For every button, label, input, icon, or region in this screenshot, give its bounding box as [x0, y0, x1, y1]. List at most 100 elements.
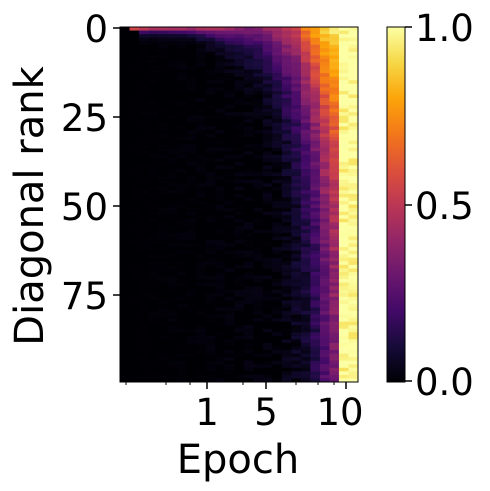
heatmap-cell: [234, 183, 245, 188]
heatmap-cell: [262, 126, 273, 131]
heatmap-cell: [186, 193, 197, 198]
heatmap-cell: [348, 350, 359, 354]
heatmap-cell: [319, 229, 330, 234]
heatmap-cell: [329, 183, 340, 188]
heatmap-cell: [177, 83, 188, 88]
heatmap-cell: [139, 147, 149, 152]
heatmap-cell: [120, 247, 130, 252]
heatmap-cell: [272, 339, 283, 344]
heatmap-cell: [234, 378, 245, 383]
heatmap-cell: [338, 101, 349, 106]
heatmap-cell: [158, 236, 168, 241]
heatmap-cell: [262, 353, 273, 358]
heatmap-cell: [148, 186, 159, 191]
heatmap-cell: [139, 318, 149, 323]
heatmap-cell: [253, 335, 264, 340]
heatmap-cell: [186, 34, 197, 39]
heatmap-cell: [348, 293, 359, 298]
heatmap-cell: [243, 311, 254, 315]
heatmap-cell: [272, 34, 283, 39]
heatmap-cell: [253, 80, 264, 85]
heatmap-cell: [348, 37, 359, 42]
heatmap-cell: [205, 55, 216, 60]
heatmap-cell: [234, 314, 245, 319]
heatmap-cell: [300, 208, 311, 212]
heatmap-cell: [186, 112, 197, 117]
heatmap-cell: [338, 112, 349, 117]
heatmap-cell: [139, 367, 149, 372]
heatmap-cell: [300, 282, 311, 287]
heatmap-cell: [224, 364, 235, 369]
heatmap-cell: [348, 108, 359, 113]
heatmap-cell: [338, 296, 349, 301]
heatmap-cell: [129, 197, 140, 202]
heatmap-cell: [186, 80, 197, 85]
heatmap-cell: [120, 321, 130, 326]
heatmap-cell: [234, 169, 245, 173]
heatmap-cell: [129, 367, 140, 372]
heatmap-cell: [177, 328, 188, 333]
heatmap-cell: [158, 190, 168, 195]
heatmap-cell: [338, 94, 349, 99]
heatmap-cell: [158, 378, 168, 383]
heatmap-cell: [120, 69, 130, 74]
heatmap-cell: [243, 318, 254, 323]
heatmap-cell: [281, 275, 292, 280]
heatmap-cell: [291, 69, 302, 74]
heatmap-cell: [319, 179, 330, 184]
heatmap-cell: [158, 73, 168, 78]
heatmap-cell: [215, 30, 226, 35]
heatmap-cell: [129, 34, 140, 39]
heatmap-cell: [224, 76, 235, 81]
heatmap-cell: [329, 229, 340, 234]
heatmap-cell: [291, 129, 302, 134]
heatmap-cell: [148, 200, 159, 205]
heatmap-cell: [120, 66, 130, 70]
heatmap-cell: [139, 332, 149, 337]
heatmap-cell: [148, 58, 159, 63]
heatmap-cell: [291, 183, 302, 188]
heatmap-cell: [300, 112, 311, 117]
heatmap-cell: [167, 161, 178, 166]
heatmap-cell: [139, 218, 149, 223]
heatmap-cell: [167, 190, 178, 195]
heatmap-cell: [310, 179, 321, 184]
heatmap-cell: [319, 147, 330, 152]
heatmap-cell: [243, 225, 254, 230]
heatmap-cell: [310, 342, 321, 347]
heatmap-cell: [139, 243, 149, 248]
heatmap-cell: [281, 98, 292, 102]
heatmap-cell: [338, 254, 349, 259]
heatmap-cell: [348, 90, 359, 95]
heatmap-cell: [243, 183, 254, 188]
heatmap-cell: [281, 133, 292, 138]
heatmap-cell: [243, 268, 254, 273]
heatmap-cell: [186, 27, 197, 31]
heatmap-cell: [272, 119, 283, 124]
heatmap-cell: [253, 229, 264, 234]
heatmap-cell: [281, 286, 292, 291]
heatmap-cell: [148, 307, 159, 312]
heatmap-cell: [262, 179, 273, 184]
heatmap-cell: [243, 94, 254, 99]
heatmap-cell: [196, 144, 207, 149]
heatmap-cell: [319, 335, 330, 340]
heatmap-cell: [205, 232, 216, 237]
heatmap-cell: [215, 165, 226, 170]
heatmap-cell: [319, 303, 330, 308]
heatmap-cell: [253, 300, 264, 305]
heatmap-cell: [281, 357, 292, 362]
heatmap-cell: [262, 176, 273, 181]
heatmap-cell: [300, 289, 311, 294]
heatmap-cell: [120, 140, 130, 145]
heatmap-cell: [186, 183, 197, 188]
heatmap-cell: [262, 339, 273, 344]
heatmap-cell: [158, 140, 168, 145]
heatmap-cell: [158, 321, 168, 326]
heatmap-cell: [139, 87, 149, 92]
heatmap-cell: [262, 218, 273, 223]
heatmap-cell: [329, 165, 340, 170]
heatmap-cell: [196, 378, 207, 383]
heatmap-cell: [224, 378, 235, 383]
heatmap-cell: [129, 129, 140, 134]
